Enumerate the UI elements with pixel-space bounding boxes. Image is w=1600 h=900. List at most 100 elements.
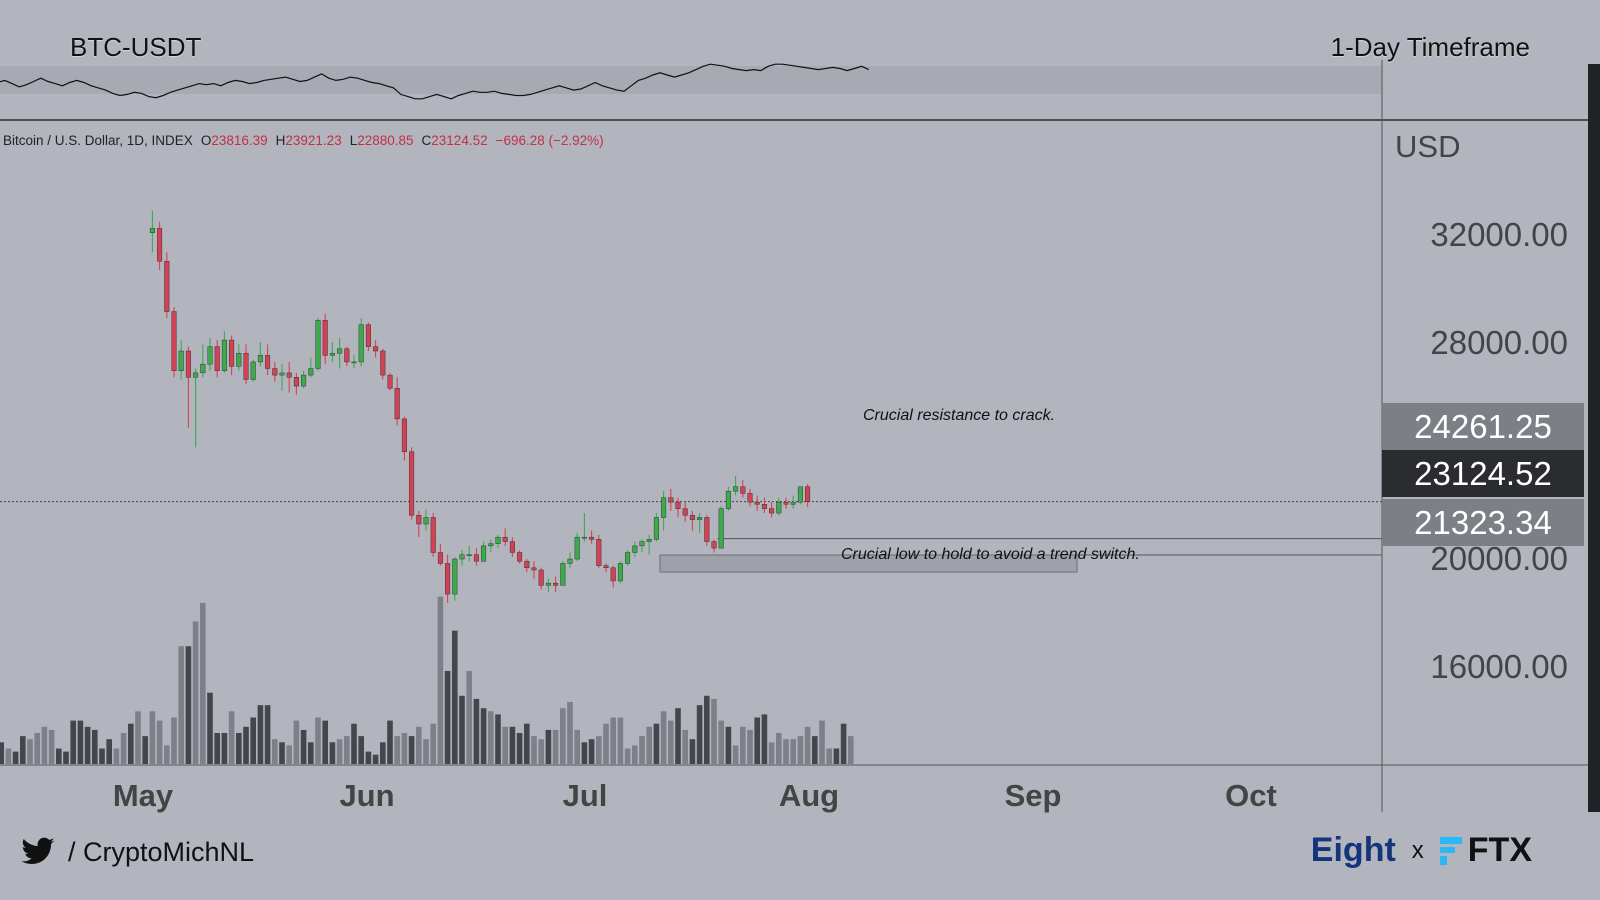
volume-bar	[668, 720, 674, 764]
legend-line: Bitcoin / U.S. Dollar, 1D, INDEX O23816.3…	[3, 133, 604, 148]
volume-bar	[747, 729, 753, 764]
volume-bar	[516, 733, 523, 764]
volume-bar	[804, 726, 811, 764]
volume-bar	[387, 720, 393, 764]
volume-bar	[272, 739, 278, 764]
volume-bar	[466, 671, 472, 764]
candle-body	[517, 552, 523, 562]
candle-up	[149, 210, 155, 253]
candle-up	[178, 340, 184, 380]
volume-bar	[322, 720, 328, 764]
volume-bar	[264, 705, 271, 764]
rsi-band	[0, 66, 1382, 94]
volume-bar	[675, 708, 681, 764]
volume-bar	[567, 702, 573, 764]
candle-down	[243, 344, 249, 384]
volume-bar	[315, 717, 321, 764]
brand-credit: Eight x FTX	[1311, 831, 1532, 870]
volume-bar	[293, 720, 300, 764]
volume-bar	[423, 739, 429, 764]
candle-up	[301, 370, 307, 389]
timeframe-title: 1-Day Timeframe	[1330, 32, 1530, 62]
x-tick-label: May	[113, 778, 174, 813]
volume-bar	[840, 723, 847, 764]
rsi-indicator	[0, 63, 870, 100]
candle-body	[164, 261, 170, 312]
candle-up	[236, 344, 242, 371]
volume-bar	[279, 742, 285, 764]
candle-body	[596, 539, 602, 566]
volume-bar	[336, 739, 343, 764]
volume-bar	[351, 723, 357, 764]
volume-bar	[632, 745, 638, 764]
volume-bar	[372, 754, 379, 764]
support-annotation: Crucial low to hold to avoid a trend swi…	[841, 546, 1140, 563]
candle-down	[430, 513, 436, 557]
candle-up	[790, 495, 796, 509]
x-tick-label: Jul	[563, 778, 608, 813]
volume-bar	[300, 729, 307, 764]
candle-down	[603, 563, 609, 573]
candle-down	[761, 497, 767, 514]
volume-bar	[718, 720, 724, 764]
candle-body	[581, 536, 587, 539]
volume-bar	[848, 736, 854, 764]
candle-body	[229, 339, 235, 367]
candle-body	[509, 541, 515, 553]
resistance-annotation: Crucial resistance to crack.	[863, 407, 1055, 424]
candle-body	[740, 486, 746, 494]
volume-bar	[99, 748, 105, 764]
candle-body	[769, 508, 775, 514]
volume-bar	[308, 742, 314, 764]
candle-up	[459, 550, 465, 566]
candle-body	[193, 372, 199, 378]
candle-up	[733, 475, 739, 496]
volume-bar	[560, 708, 566, 764]
candle-body	[783, 501, 789, 505]
candle-body	[711, 541, 717, 549]
volume-bar	[574, 729, 580, 764]
candle-body	[574, 536, 580, 560]
legend-close: 23124.52	[431, 133, 487, 148]
candle-body	[171, 311, 177, 371]
volume-bar	[401, 733, 408, 764]
volume-bar	[77, 720, 84, 764]
candle-body	[567, 558, 573, 564]
volume-bar	[552, 729, 559, 764]
candle-body	[603, 565, 609, 569]
volume-bar	[610, 717, 616, 764]
candle-up	[697, 513, 703, 533]
volume-bar	[113, 748, 120, 764]
volume-bar	[192, 621, 199, 764]
volume-bar	[826, 748, 832, 764]
candle-up	[495, 534, 501, 549]
volume-bar	[509, 726, 516, 764]
candle-down	[682, 502, 688, 522]
volume-bar	[596, 736, 602, 764]
candle-body	[754, 501, 760, 505]
candle-body	[351, 361, 357, 364]
candle-body	[322, 320, 328, 356]
candle-up	[560, 561, 566, 586]
candle-body	[293, 377, 299, 387]
candle-body	[387, 374, 393, 389]
candle-up	[481, 541, 487, 562]
candle-body	[805, 486, 811, 502]
volume-bar	[12, 751, 19, 764]
volume-bar	[660, 711, 667, 764]
candle-body	[430, 517, 436, 553]
candle-up	[221, 331, 227, 373]
volume-bar	[156, 720, 163, 764]
volume-bar	[704, 695, 710, 764]
candle-down	[401, 416, 407, 461]
volume-bar	[142, 736, 148, 764]
y-axis-ticks: 32000.00 28000.00 20000.00 16000.00	[1430, 216, 1568, 685]
current-price-label-box	[1382, 450, 1584, 497]
volume-bar	[27, 739, 33, 764]
candle-up	[329, 342, 335, 362]
candle-down	[473, 548, 479, 566]
volume-bar	[120, 733, 127, 764]
candle-body	[639, 541, 645, 547]
candle-body	[437, 552, 443, 564]
